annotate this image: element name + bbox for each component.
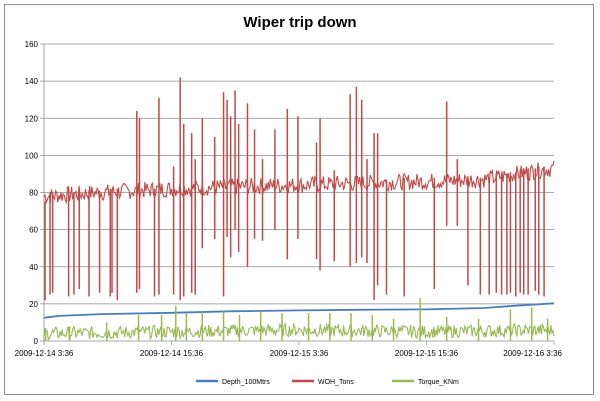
legend: Depth_100Mtrs WOH_Tons Torque_KNm	[196, 379, 459, 386]
x-tick-label-1: 2009-12-14 15:36	[140, 349, 204, 358]
series-Depth_100Mtrs	[43, 302, 555, 319]
y-tick-label-20: 20	[29, 300, 38, 309]
y-tick-label-120: 120	[25, 114, 39, 123]
series-WOH_Tons	[43, 77, 555, 301]
chart-title: Wiper trip down	[243, 14, 357, 31]
x-tick-label-0: 2009-12-14 3:36	[15, 349, 74, 358]
y-tick-labels: 0 20 40 60 80 100 120 140 160	[25, 40, 39, 346]
series-Torque_KNm	[43, 298, 555, 342]
y-tick-label-140: 140	[25, 77, 39, 86]
legend-label-Torque_KNm: Torque_KNm	[418, 379, 459, 386]
legend-item-Torque_KNm: Torque_KNm	[392, 379, 459, 386]
y-tick-label-0: 0	[34, 337, 39, 346]
y-tick-label-80: 80	[29, 189, 38, 198]
plot-area	[43, 77, 555, 342]
legend-item-Depth_100Mtrs: Depth_100Mtrs	[196, 379, 270, 386]
legend-item-WOH_Tons: WOH_Tons	[292, 379, 354, 386]
x-tick-label-3: 2009-12-15 15:36	[395, 349, 459, 358]
series-line-WOH_Tons	[43, 160, 555, 205]
y-tick-label-160: 160	[25, 40, 39, 49]
legend-label-Depth_100Mtrs: Depth_100Mtrs	[222, 379, 270, 386]
y-tick-label-60: 60	[29, 226, 38, 235]
x-tick-labels: 2009-12-14 3:36 2009-12-14 15:36 2009-12-1…	[15, 349, 563, 358]
x-tick-label-4: 2009-12-16 3:36	[503, 349, 562, 358]
series-line-Depth_100Mtrs	[43, 302, 555, 319]
axes	[40, 43, 555, 345]
y-tick-label-100: 100	[25, 151, 39, 160]
gridlines	[44, 43, 554, 305]
y-tick-label-40: 40	[29, 263, 38, 272]
legend-label-WOH_Tons: WOH_Tons	[318, 379, 354, 386]
series-line-Torque_KNm	[43, 322, 555, 342]
x-tick-label-2: 2009-12-15 3:36	[270, 349, 329, 358]
